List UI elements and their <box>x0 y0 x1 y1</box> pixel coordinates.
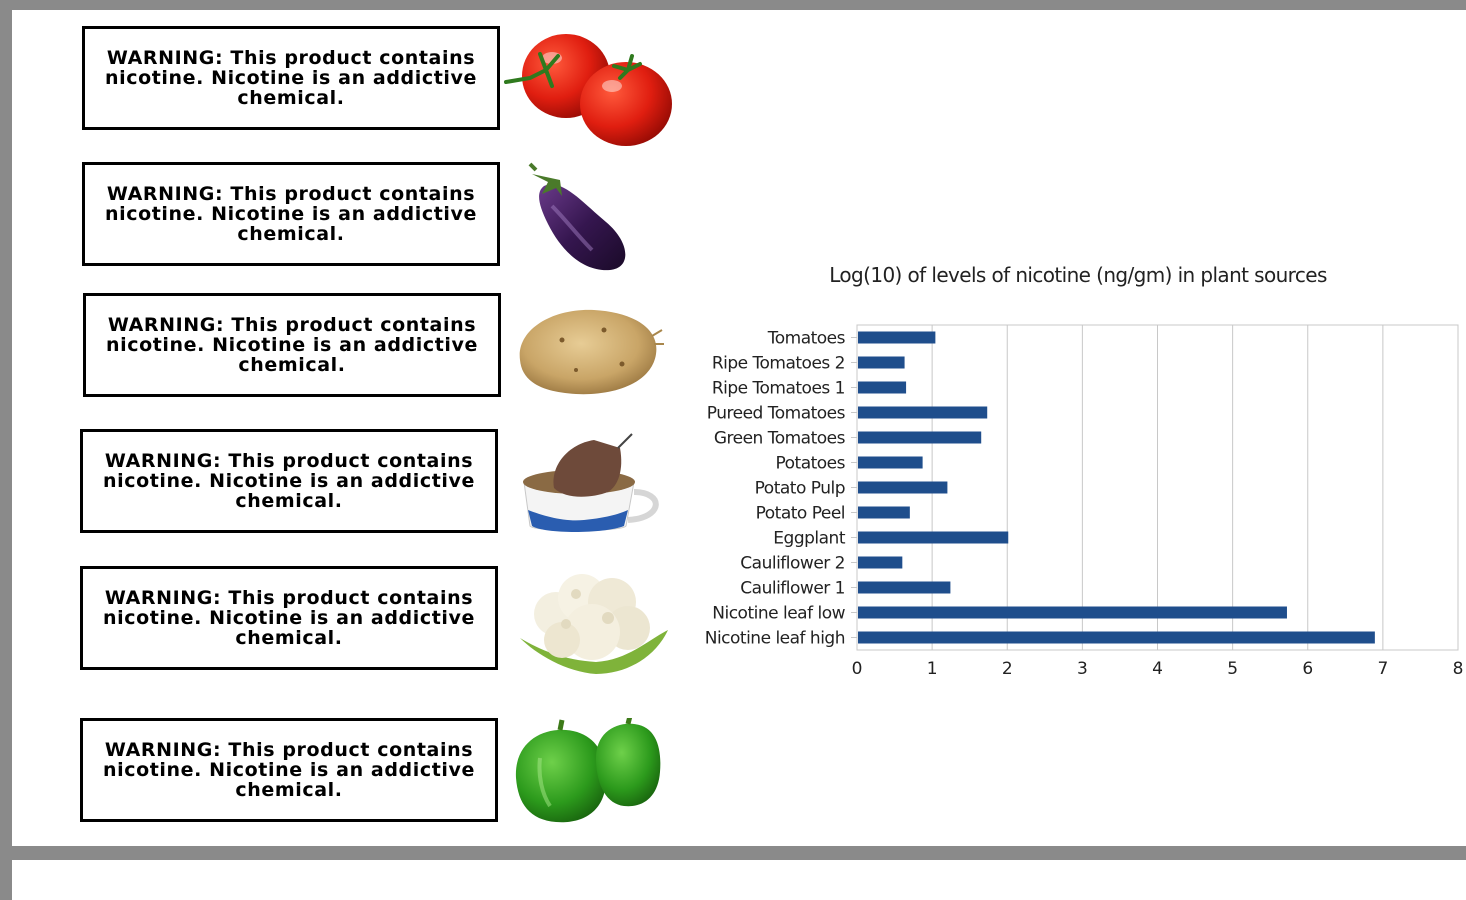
x-tick-label: 3 <box>1077 659 1088 679</box>
category-label: Cauliflower 1 <box>740 579 845 599</box>
x-tick-label: 5 <box>1227 659 1238 679</box>
bar <box>858 506 910 519</box>
x-tick-label: 7 <box>1377 659 1388 679</box>
bar <box>858 556 903 569</box>
green-peppers-image <box>515 718 661 823</box>
warning-label-4: WARNING: This product contains nicotine.… <box>80 429 498 533</box>
bar <box>858 631 1375 644</box>
cauliflower-image <box>520 574 668 674</box>
category-label: Eggplant <box>773 529 846 549</box>
category-label: Nicotine leaf high <box>705 629 845 649</box>
category-label: Pureed Tomatoes <box>707 404 846 424</box>
bar <box>858 406 988 419</box>
chart-title: Log(10) of levels of nicotine (ng/gm) in… <box>829 263 1327 287</box>
category-label: Potatoes <box>775 454 845 474</box>
bar <box>858 606 1287 619</box>
nicotine-chart: Log(10) of levels of nicotine (ng/gm) in… <box>690 255 1466 695</box>
warning-label-2: WARNING: This product contains nicotine.… <box>82 162 500 266</box>
tomatoes-image <box>504 34 672 146</box>
potato-image <box>519 309 664 395</box>
warning-label-6: WARNING: This product contains nicotine.… <box>80 718 498 822</box>
category-label: Ripe Tomatoes 2 <box>712 354 845 374</box>
bar <box>858 356 905 369</box>
x-tick-label: 4 <box>1152 659 1163 679</box>
category-label: Cauliflower 2 <box>740 554 845 574</box>
bar <box>858 456 923 469</box>
x-tick-label: 1 <box>927 659 938 679</box>
category-label: Potato Peel <box>756 504 845 524</box>
next-page <box>12 860 1466 900</box>
bar <box>858 381 907 394</box>
x-tick-label: 8 <box>1453 659 1464 679</box>
category-label: Potato Pulp <box>755 479 845 499</box>
chart-plot: 0 1 2 3 4 5 6 7 8 Tomatoes Ripe Tomatoes 2 Ripe Tom… <box>705 324 1464 679</box>
bar <box>858 431 982 444</box>
category-label: Tomatoes <box>767 329 846 349</box>
bar <box>858 331 936 344</box>
bar <box>858 581 951 594</box>
category-label: Green Tomatoes <box>714 429 846 449</box>
x-tick-label: 2 <box>1002 659 1013 679</box>
warning-label-1: WARNING: This product contains nicotine.… <box>82 26 500 130</box>
tea-cup-image <box>523 433 659 532</box>
x-tick-label: 0 <box>852 659 863 679</box>
eggplant-image <box>528 162 626 271</box>
x-tick-label: 6 <box>1302 659 1313 679</box>
bar <box>858 531 1009 544</box>
page <box>12 10 1466 846</box>
warning-label-5: WARNING: This product contains nicotine.… <box>80 566 498 670</box>
category-label: Nicotine leaf low <box>712 604 845 624</box>
category-label: Ripe Tomatoes 1 <box>712 379 845 399</box>
bar <box>858 481 948 494</box>
warning-label-3: WARNING: This product contains nicotine.… <box>83 293 501 397</box>
